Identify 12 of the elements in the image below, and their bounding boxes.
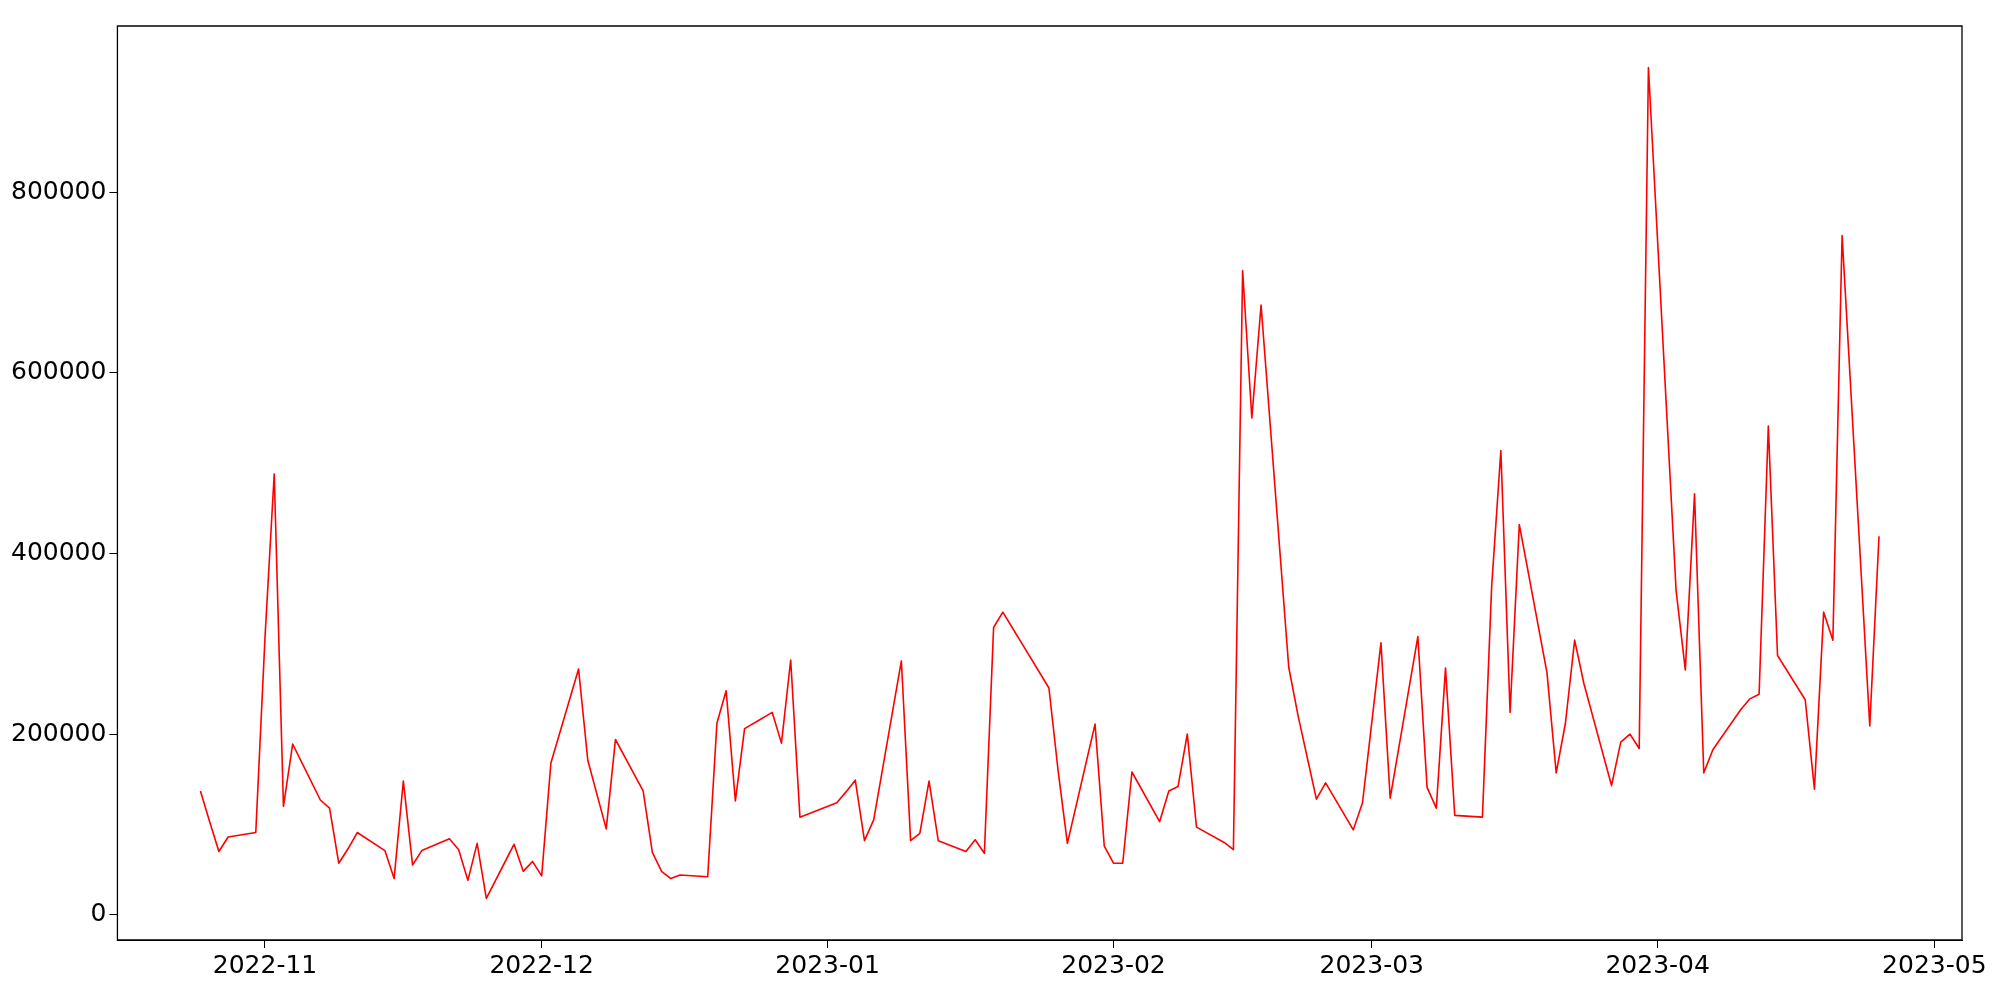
y-tick-label: 200000 [11,717,107,747]
x-tick-label: 2023-04 [1605,949,1710,979]
x-tick-label: 2023-05 [1882,949,1987,979]
y-tick-label: 800000 [11,175,107,205]
y-tick-label: 600000 [11,356,107,386]
y-tick-label: 400000 [11,536,107,566]
x-tick-label: 2022-11 [212,949,318,979]
x-tick-label: 2023-03 [1319,949,1424,979]
x-tick-label: 2023-02 [1061,949,1166,979]
y-tick-label: 0 [90,898,107,928]
x-tick-label: 2023-01 [775,949,880,979]
x-tick-label: 2022-12 [489,949,594,979]
